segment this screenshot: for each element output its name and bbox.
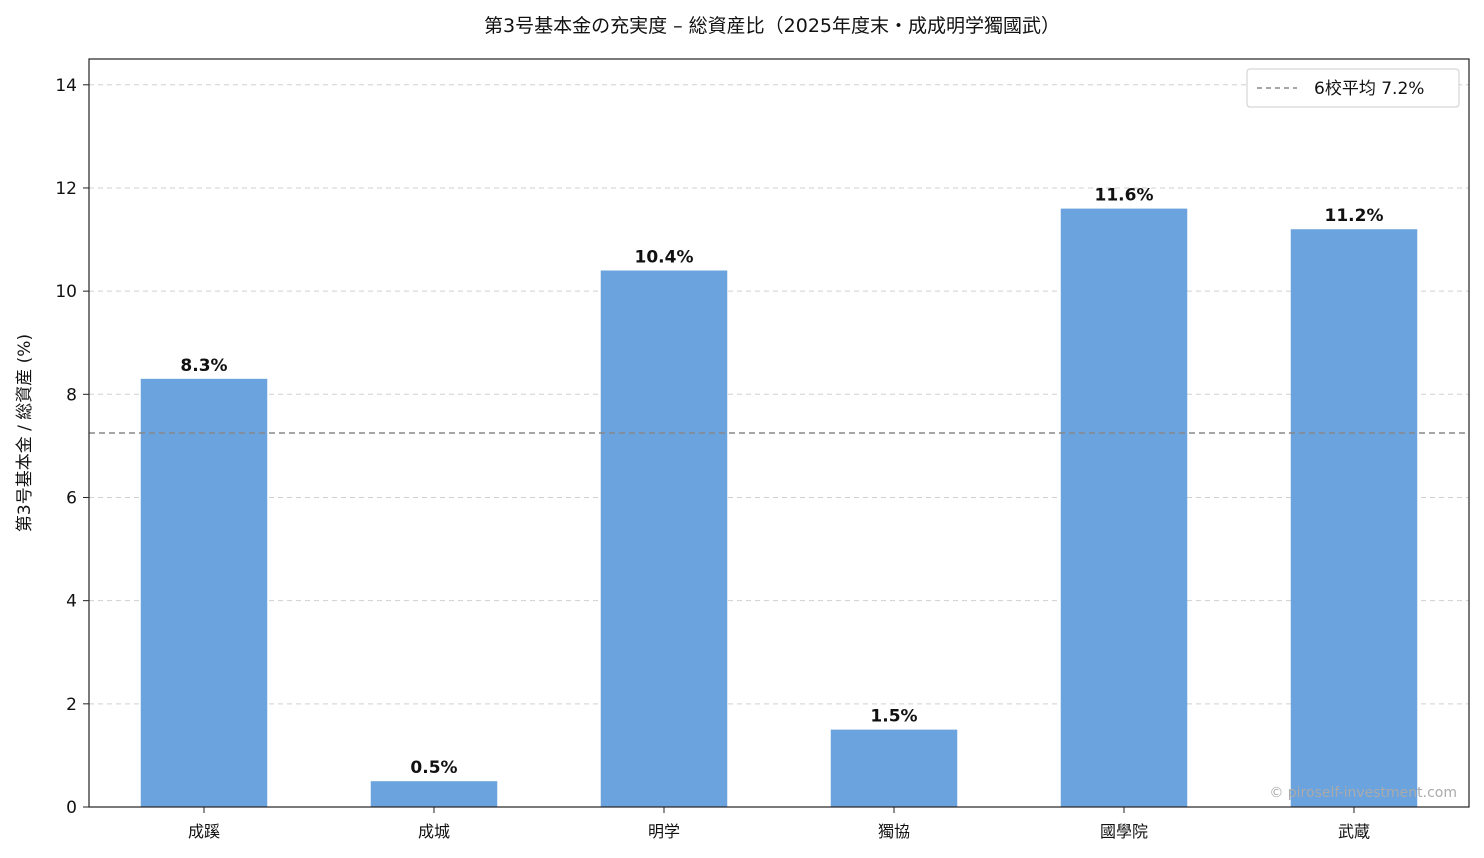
y-tick-label: 2 bbox=[66, 695, 77, 715]
legend-label: 6校平均 7.2% bbox=[1314, 79, 1424, 99]
x-tick-label: 成城 bbox=[418, 822, 450, 841]
bars: 8.3% 0.5% 10.4% 1.5% 11.6% 11.2% bbox=[140, 186, 1418, 808]
data-label: 10.4% bbox=[635, 248, 694, 268]
y-tick-label: 6 bbox=[66, 488, 77, 508]
data-label: 0.5% bbox=[410, 758, 457, 778]
x-tick-label: 獨協 bbox=[878, 822, 910, 841]
y-tick-label: 8 bbox=[66, 385, 77, 405]
y-tick-label: 12 bbox=[55, 179, 77, 199]
data-label: 8.3% bbox=[180, 356, 227, 376]
y-tick-label: 4 bbox=[66, 592, 77, 612]
y-tick-label: 10 bbox=[55, 282, 77, 302]
plot-frame bbox=[88, 58, 1470, 808]
y-axis-label: 第3号基本金 / 総資産 (%) bbox=[15, 334, 35, 532]
bar bbox=[1290, 229, 1418, 807]
data-label: 1.5% bbox=[870, 707, 917, 727]
gridlines bbox=[89, 84, 1469, 705]
x-tick-label: 成蹊 bbox=[188, 822, 220, 841]
bar bbox=[830, 729, 958, 807]
chart-title: 第3号基本金の充実度 – 総資産比（2025年度末・成成明学獨國武） bbox=[484, 15, 1060, 37]
data-label: 11.6% bbox=[1095, 186, 1154, 206]
x-tick-label: 明学 bbox=[648, 822, 680, 841]
bar bbox=[600, 270, 728, 808]
bar bbox=[370, 781, 498, 807]
x-axis: 成蹊 成城 明学 獨協 國學院 武蔵 bbox=[188, 807, 1370, 841]
bar bbox=[1060, 208, 1188, 808]
y-tick-label: 0 bbox=[66, 798, 77, 818]
x-tick-label: 武蔵 bbox=[1338, 822, 1370, 841]
data-label: 11.2% bbox=[1325, 206, 1384, 226]
bar bbox=[140, 378, 268, 807]
watermark: © piroself-investment.com bbox=[1269, 785, 1457, 801]
x-tick-label: 國學院 bbox=[1100, 822, 1148, 841]
y-tick-label: 14 bbox=[55, 76, 77, 96]
legend-box bbox=[1246, 68, 1460, 108]
legend: 6校平均 7.2% bbox=[1246, 68, 1460, 108]
y-axis: 0 2 4 6 8 10 12 14 bbox=[55, 76, 89, 818]
